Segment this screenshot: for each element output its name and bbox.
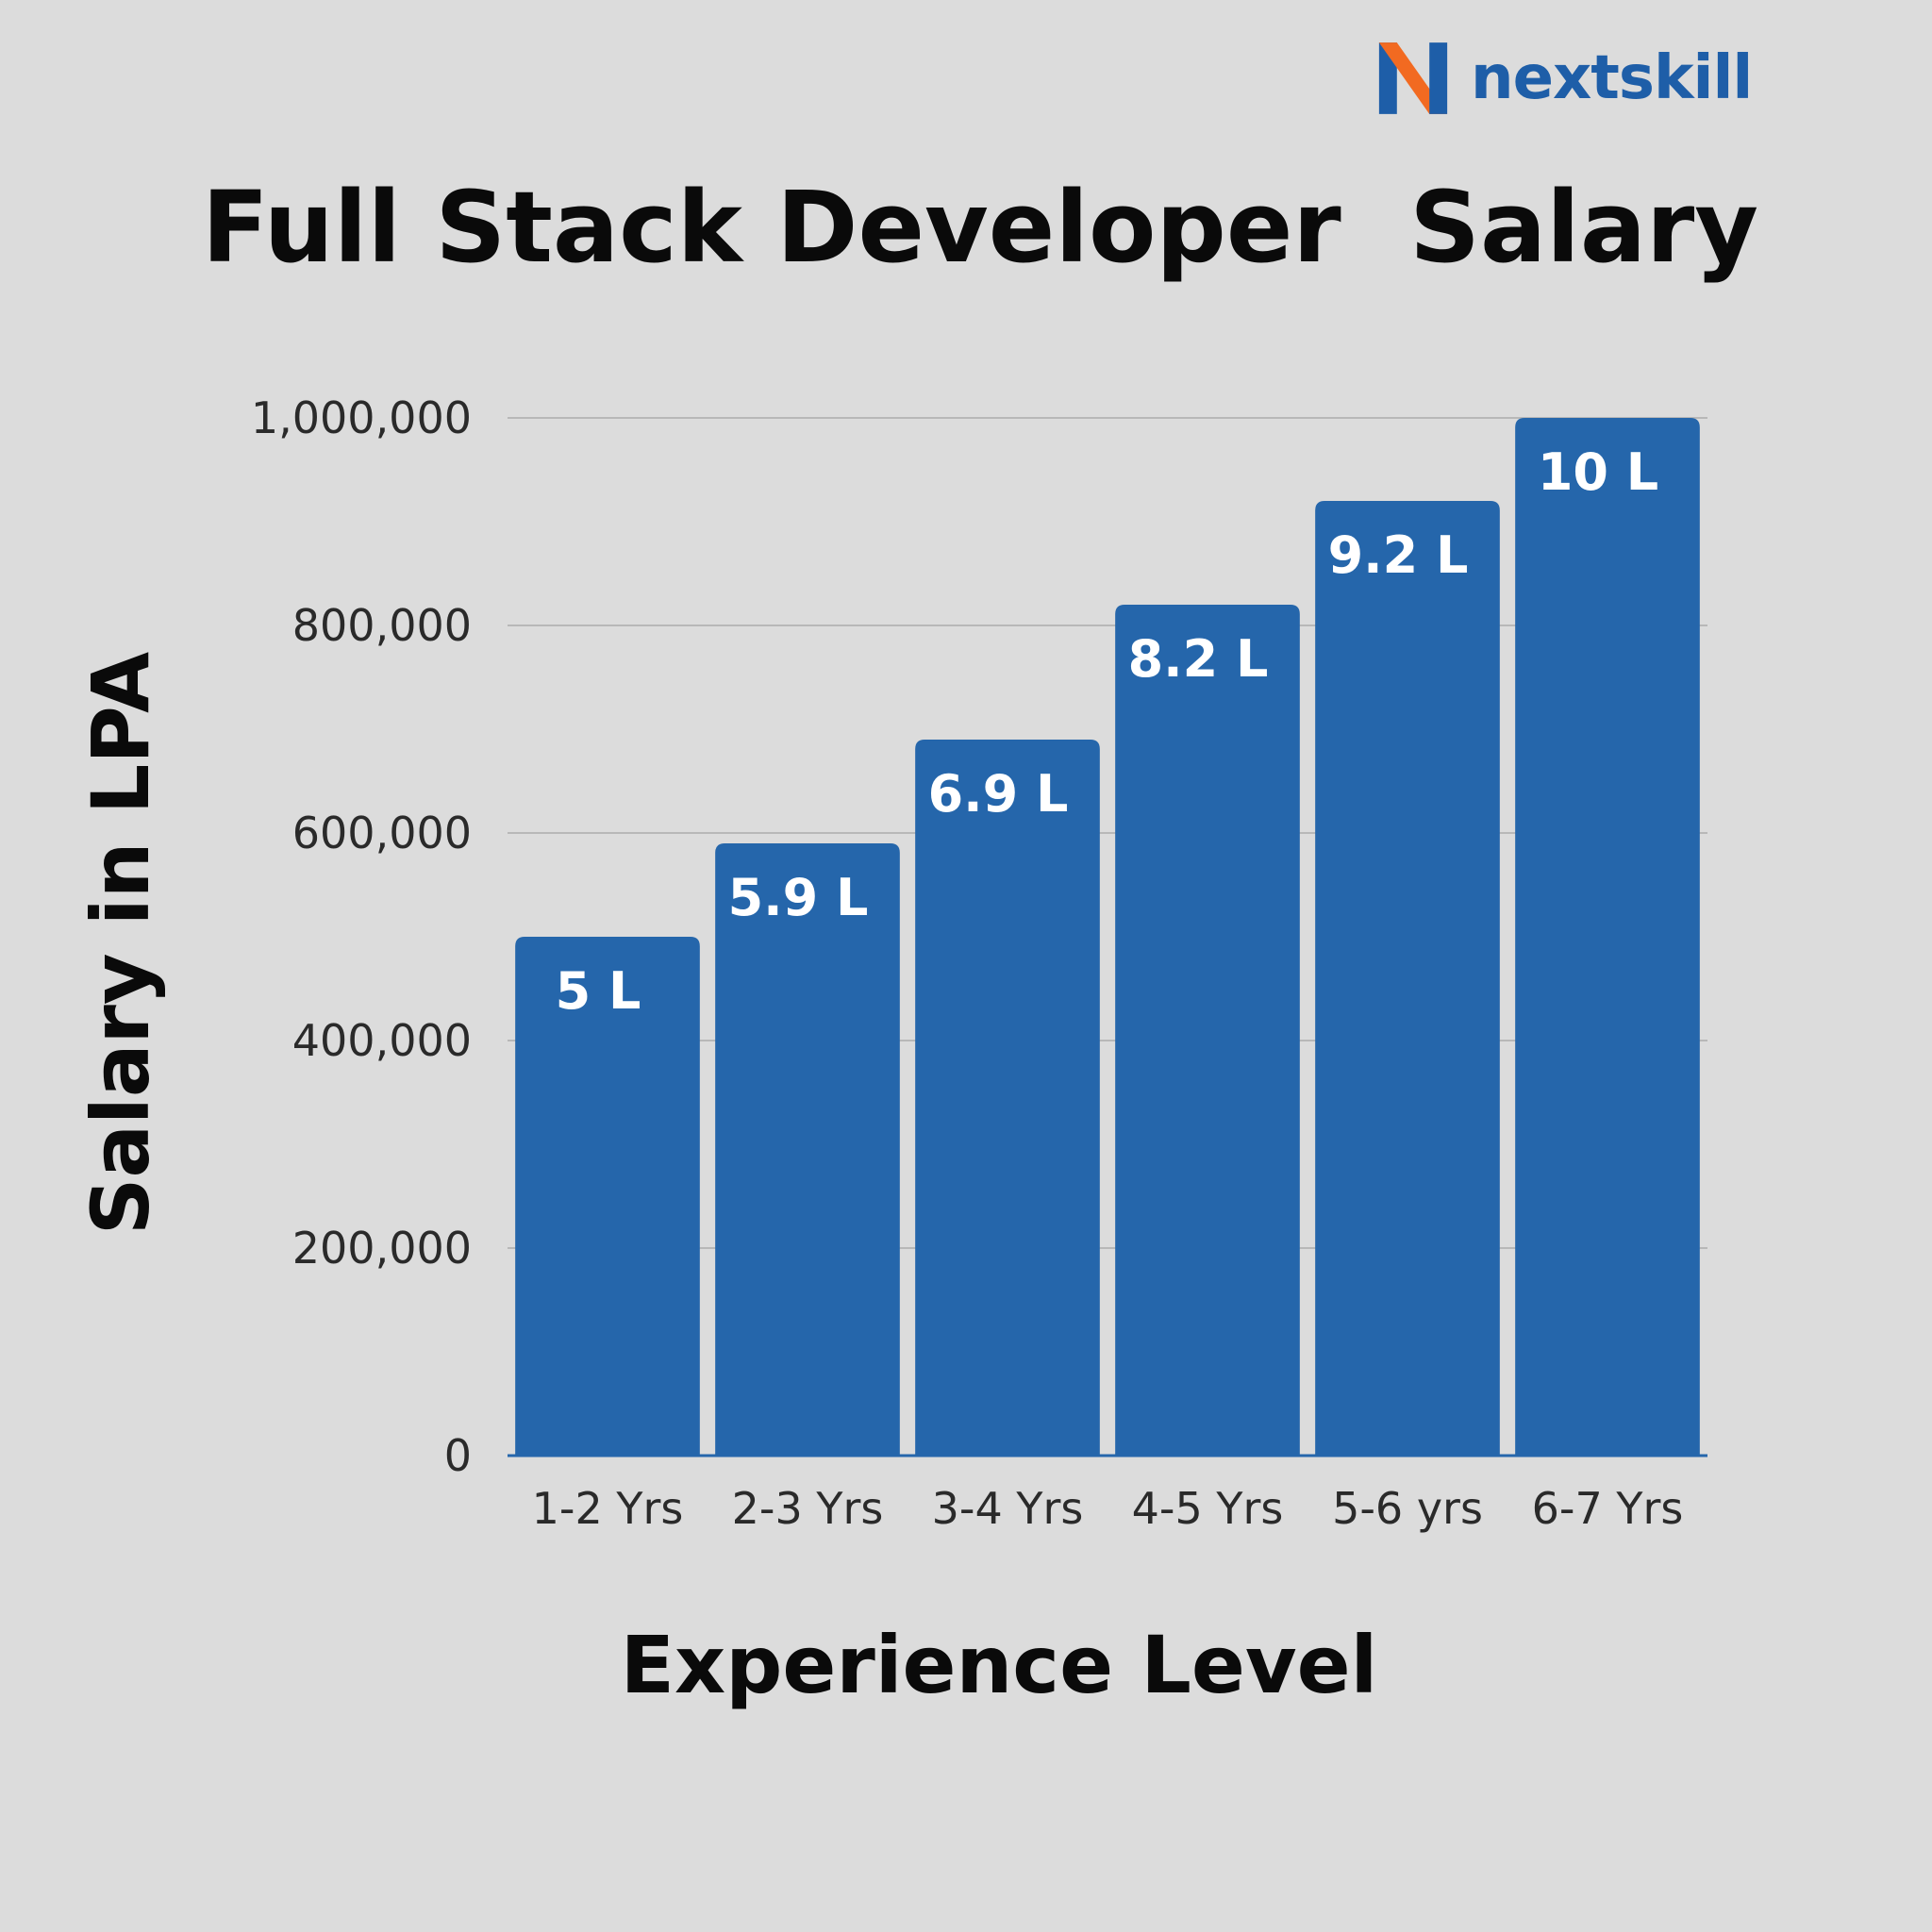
bars: [508, 418, 1707, 1457]
brand-logo: nextskill: [1373, 36, 1753, 121]
x-tick-label: 3-4 Yrs: [932, 1483, 1084, 1534]
bar-data-label: 8.2 L: [1128, 629, 1269, 689]
bar-data-label: 6.9 L: [928, 764, 1069, 824]
x-tick-label: 2-3 Yrs: [732, 1483, 884, 1534]
x-tick-label: 6-7 Yrs: [1532, 1483, 1684, 1534]
x-tick-label: 1-2 Yrs: [532, 1483, 684, 1534]
bar-data-label: 5 L: [556, 961, 641, 1021]
y-axis-ticks: 0 200,000 400,000 600,000 800,000 1,000,000: [251, 392, 472, 1481]
chart-title: Full Stack Developer Salary: [201, 170, 1759, 285]
bar: [1515, 418, 1700, 1456]
y-tick-label: 200,000: [292, 1223, 472, 1274]
y-tick-label: 600,000: [292, 808, 472, 858]
x-axis-ticks: 1-2 Yrs 2-3 Yrs 3-4 Yrs 4-5 Yrs 5-6 yrs 6-7 Y…: [532, 1483, 1684, 1534]
bar: [915, 740, 1100, 1456]
y-tick-label: 0: [444, 1430, 472, 1481]
y-tick-label: 400,000: [292, 1015, 472, 1066]
bar: [1315, 501, 1500, 1456]
bar: [715, 843, 900, 1456]
x-tick-label: 4-5 Yrs: [1132, 1483, 1284, 1534]
bar: [515, 937, 700, 1456]
y-tick-label: 1,000,000: [251, 392, 472, 443]
y-tick-label: 800,000: [292, 600, 472, 651]
logo-right-stroke: [1429, 42, 1448, 114]
bar-data-label: 10 L: [1538, 442, 1658, 502]
x-tick-label: 5-6 yrs: [1332, 1483, 1483, 1534]
x-axis-label: Experience Level: [620, 1619, 1378, 1711]
bar: [1115, 605, 1300, 1456]
bar-data-label: 5.9 L: [728, 868, 869, 927]
brand-name: nextskill: [1471, 43, 1753, 113]
bar-data-label: 9.2 L: [1328, 525, 1469, 585]
n-logo-icon: [1378, 42, 1448, 114]
bar-data-labels: 5 L 5.9 L 6.9 L 8.2 L 9.2 L 10 L: [556, 442, 1659, 1021]
